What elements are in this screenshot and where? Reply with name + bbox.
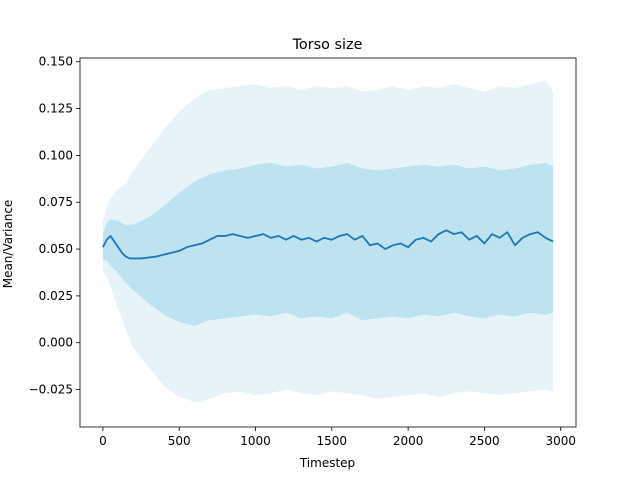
- x-axis: 0 500 1000 1500 2000 2500 3000: [99, 427, 576, 448]
- x-axis-label: Timestep: [299, 456, 355, 470]
- x-tick-label: 3000: [545, 434, 576, 448]
- chart-title: Torso size: [292, 37, 363, 53]
- inner-variance-band: [102, 162, 554, 326]
- y-axis: −0.025 0.000 0.025 0.050 0.075 0.100 0.125 0.15…: [29, 55, 80, 397]
- y-tick-label: 0.150: [39, 55, 73, 69]
- y-tick-label: 0.075: [39, 195, 73, 209]
- x-tick-label: 0: [99, 434, 107, 448]
- y-tick-label: −0.025: [29, 383, 73, 397]
- y-axis-label: Mean/Variance: [1, 200, 15, 289]
- y-tick-label: 0.050: [39, 242, 73, 256]
- mean-line: [102, 229, 554, 260]
- x-tick-label: 500: [168, 434, 191, 448]
- y-tick-label: 0.025: [39, 289, 73, 303]
- plot-area: [102, 80, 554, 403]
- axes-frame: [79, 57, 577, 428]
- x-tick-label: 2000: [393, 434, 424, 448]
- y-tick-label: 0.000: [39, 336, 73, 350]
- y-tick-label: 0.100: [39, 148, 73, 162]
- x-tick-label: 1500: [317, 434, 348, 448]
- x-tick-label: 2500: [469, 434, 500, 448]
- y-tick-label: 0.125: [39, 102, 73, 116]
- x-tick-label: 1000: [240, 434, 271, 448]
